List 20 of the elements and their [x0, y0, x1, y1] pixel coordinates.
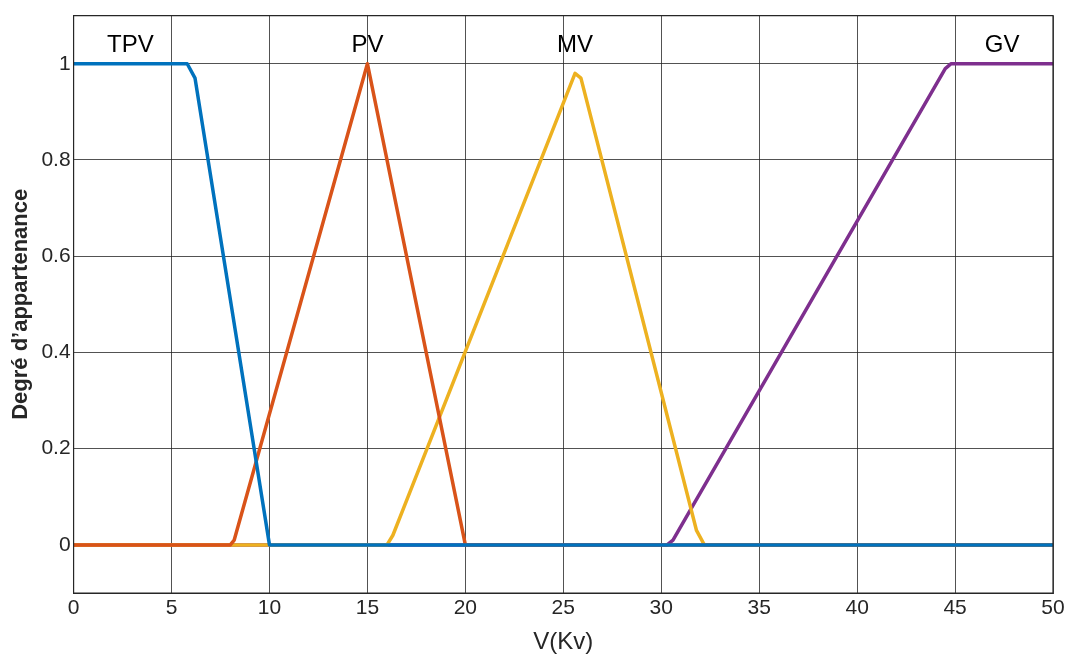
x-tick-label: 50	[1041, 595, 1065, 619]
x-tick-label: 30	[649, 595, 673, 619]
x-tick-label: 35	[747, 595, 771, 619]
x-tick-label: 10	[257, 595, 282, 619]
series-label: TPV	[107, 30, 154, 58]
x-tick-label: 45	[943, 595, 967, 619]
x-axis-title: V(Kv)	[533, 627, 594, 655]
y-axis-title: Degré d’appartenance	[7, 188, 33, 420]
y-tick-label: 0.8	[41, 146, 71, 170]
x-tick-label: 5	[165, 595, 178, 619]
series-label: GV	[984, 30, 1020, 58]
x-tick-label: 40	[845, 595, 869, 619]
y-tick-label: 0	[58, 531, 71, 555]
y-tick-label: 0.2	[41, 435, 71, 459]
y-tick-label: 0.4	[41, 339, 71, 363]
x-tick-label: 15	[355, 595, 380, 619]
y-tick-label: 1	[58, 50, 71, 74]
x-tick-label: 20	[453, 595, 478, 619]
x-tick-label: 25	[551, 595, 575, 619]
y-tick-label: 0.6	[41, 242, 71, 266]
